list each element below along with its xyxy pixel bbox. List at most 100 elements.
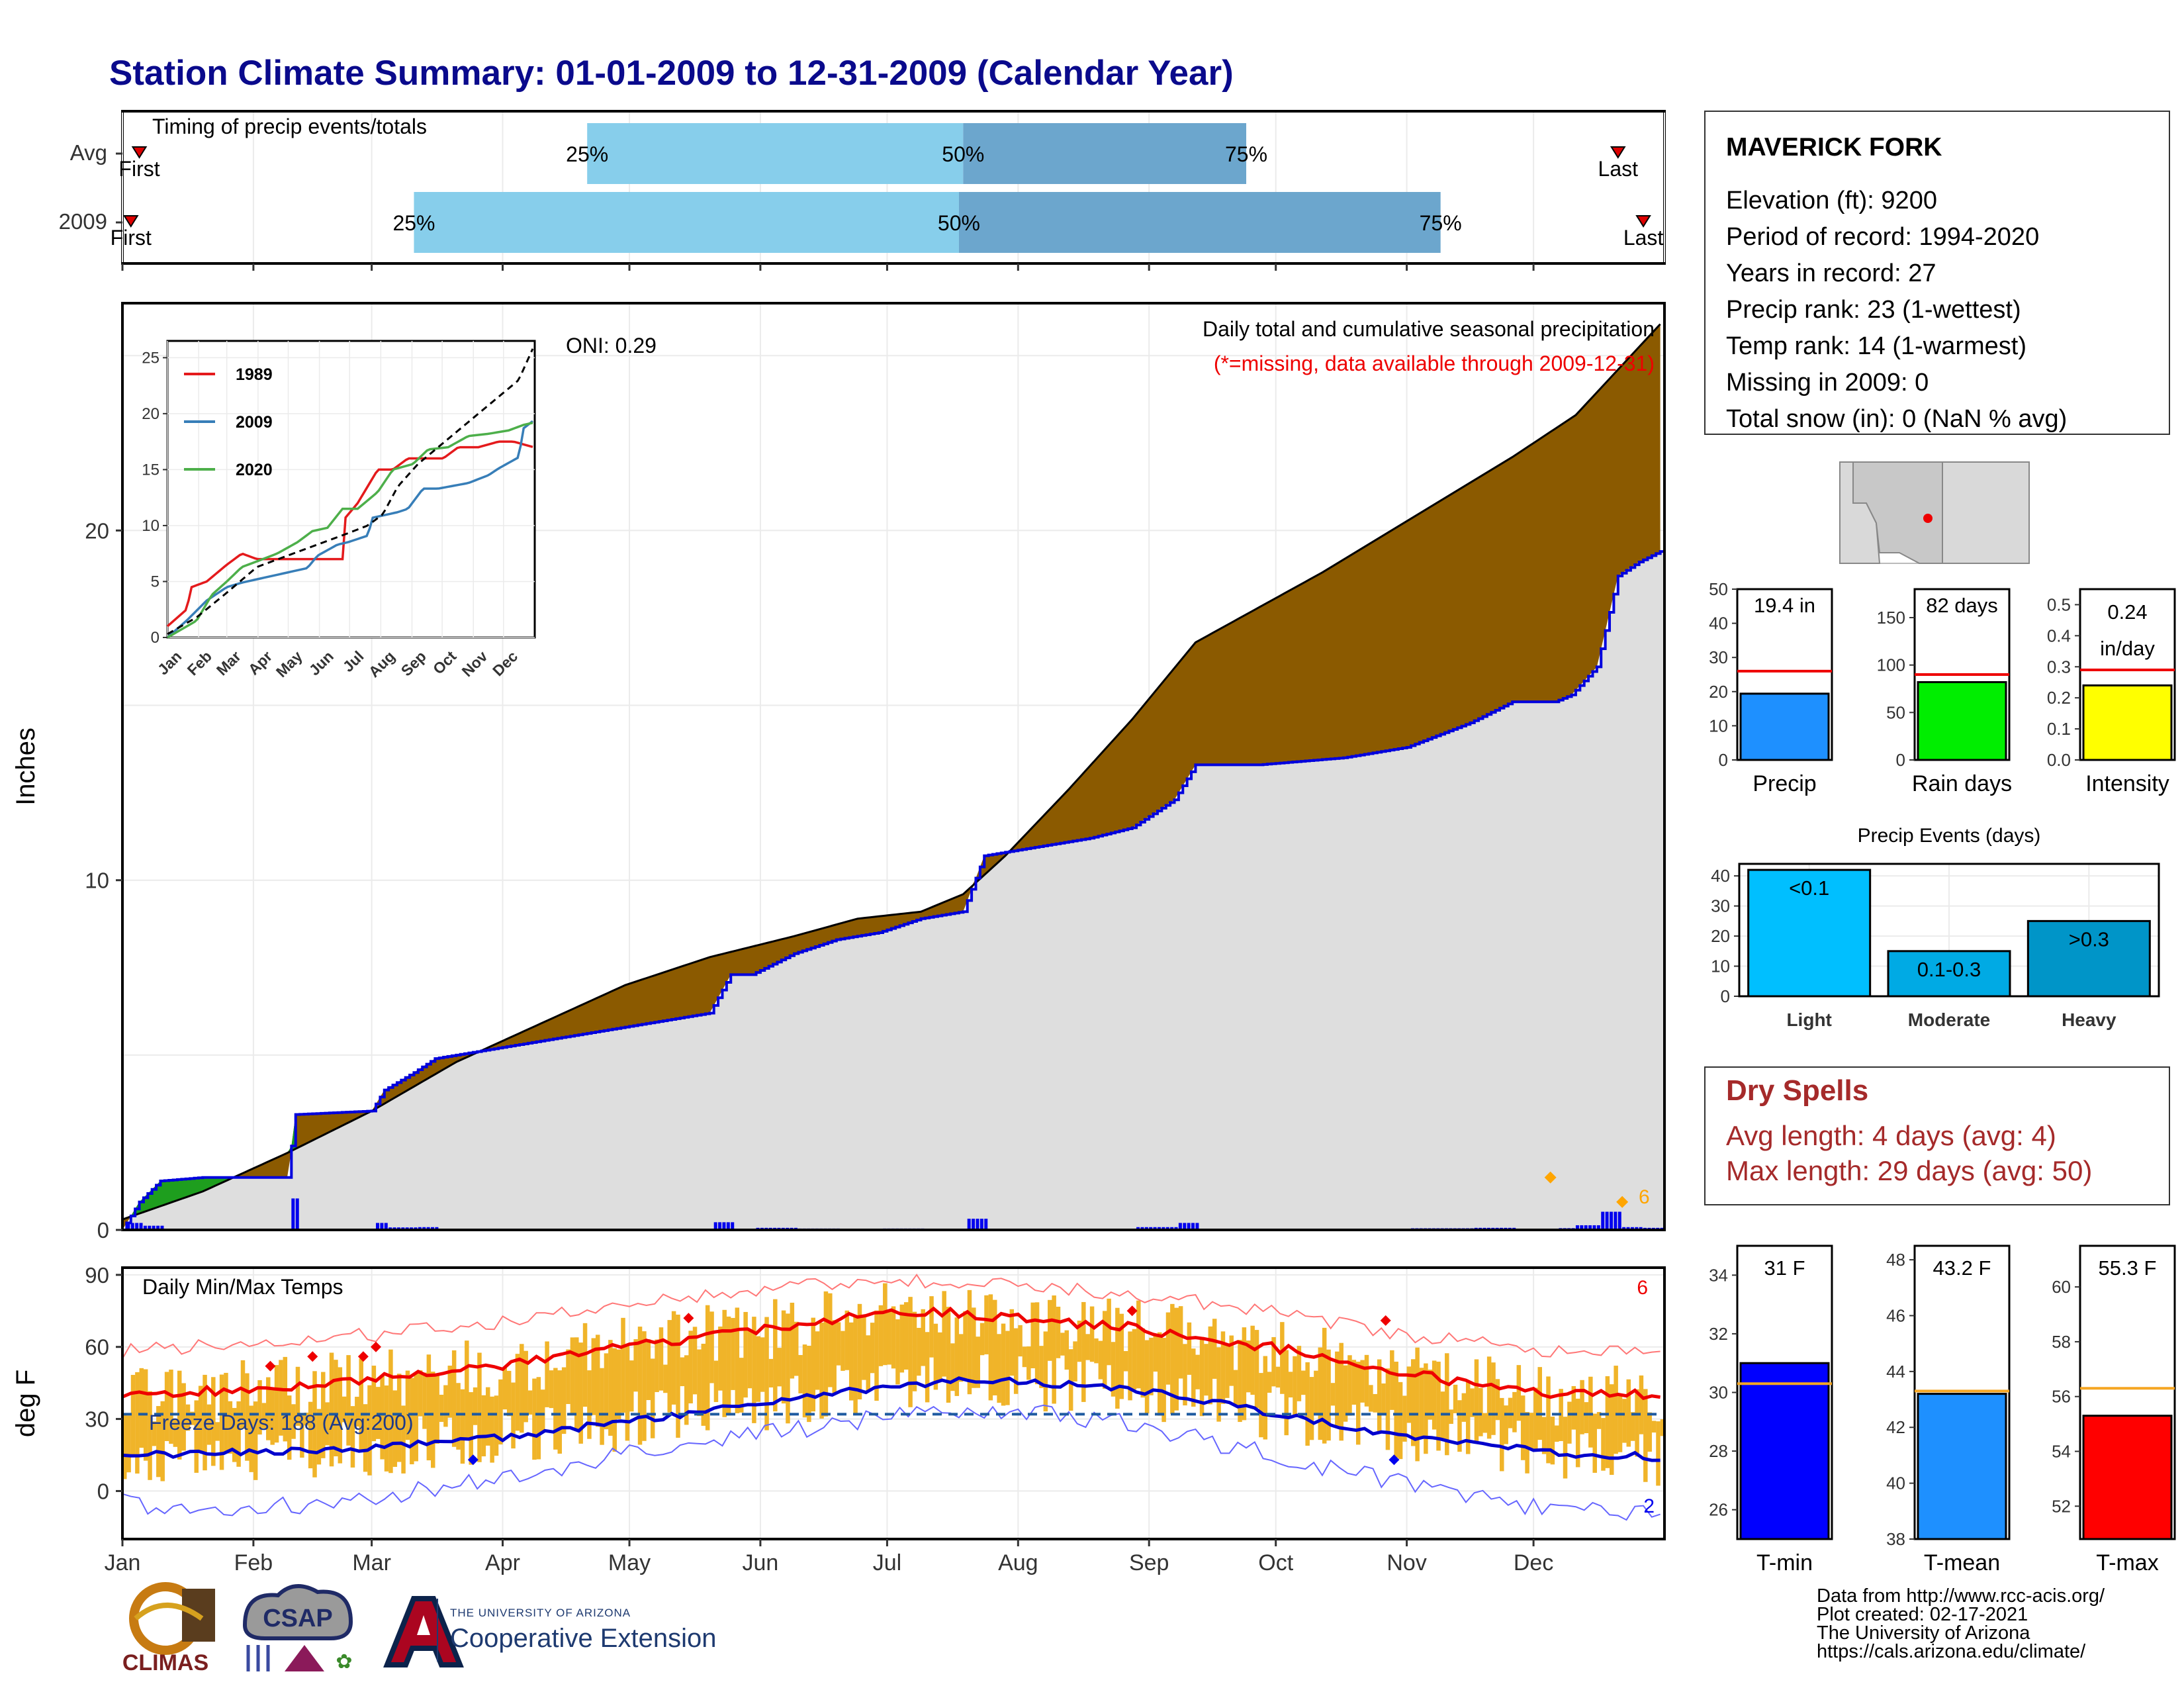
- daily-precip-bar: [426, 1227, 430, 1230]
- daily-temp-bar: [177, 1370, 182, 1460]
- daily-temp-bar: [1288, 1372, 1293, 1398]
- daily-temp-bar: [870, 1323, 875, 1374]
- daily-temp-bar: [1026, 1346, 1031, 1380]
- university-of-arizona-logo: [383, 1596, 464, 1667]
- daily-temp-bar: [933, 1323, 938, 1390]
- daily-temp-bar: [1199, 1336, 1205, 1417]
- daily-temp-bar: [938, 1332, 942, 1382]
- daily-temp-bar: [1457, 1400, 1462, 1452]
- daily-temp-bar: [1305, 1362, 1310, 1446]
- daily-temp-bar: [1656, 1421, 1661, 1486]
- daily-temp-bar: [1115, 1307, 1120, 1409]
- daily-temp-bar: [1064, 1330, 1069, 1370]
- events-category-label: Moderate: [1908, 1009, 1990, 1030]
- daily-precip-bar: [148, 1225, 152, 1230]
- daily-temp-bar: [557, 1370, 563, 1454]
- daily-precip-bar: [1580, 1225, 1584, 1230]
- daily-temp-bar: [1242, 1327, 1247, 1421]
- timing-pct-label: 75%: [1420, 211, 1462, 235]
- mini-precip-charts: 0 10 20 30 40 50 19.4 in Precip 0 50 100 150 82 days…: [1709, 579, 2176, 796]
- above-average-band: [122, 1114, 296, 1220]
- daily-temp-bar: [1432, 1360, 1437, 1430]
- daily-temp-bar: [667, 1320, 672, 1413]
- record-max-line: [122, 1273, 1661, 1360]
- daily-temp-bar: [401, 1405, 406, 1474]
- daily-precip-bar: [1617, 1211, 1621, 1230]
- daily-temp-bar: [426, 1354, 432, 1461]
- daily-temp-bar: [1567, 1401, 1572, 1444]
- daily-temp-bar: [1470, 1388, 1475, 1417]
- events-ytick-label: 30: [1711, 896, 1730, 916]
- mini-precip-ytick-label: 0.2: [2047, 688, 2071, 708]
- daily-temp-bar: [1410, 1359, 1416, 1446]
- daily-temp-bar: [608, 1340, 613, 1436]
- daily-temp-bar: [1301, 1370, 1306, 1395]
- logo-strip: CLIMAS CSAP ✿ THE UNIVERSITY OF ARIZONA …: [109, 1579, 738, 1678]
- daily-temp-bar: [465, 1340, 469, 1440]
- daily-temp-bar: [1043, 1331, 1048, 1412]
- daily-temp-bar: [1555, 1425, 1559, 1442]
- daily-temp-bar: [460, 1389, 465, 1464]
- daily-temp-bar: [895, 1319, 900, 1385]
- month-label: Jan: [105, 1550, 141, 1575]
- daily-temp-bar: [422, 1372, 427, 1429]
- daily-temp-bar: [156, 1406, 161, 1477]
- mini-temp-ytick-label: 46: [1886, 1305, 1905, 1325]
- precip-ylabel: Inches: [11, 727, 40, 806]
- daily-temp-bar: [439, 1394, 444, 1422]
- credit-university: The University of Arizona: [1817, 1622, 2030, 1644]
- daily-temp-bar: [1191, 1348, 1196, 1407]
- daily-temp-bar: [680, 1357, 685, 1387]
- daily-temp-bar: [595, 1335, 600, 1427]
- mini-temp-bar: [2082, 1415, 2173, 1540]
- events-ytick-label: 40: [1711, 866, 1730, 886]
- daily-temp-bar: [443, 1385, 448, 1427]
- daily-temp-bar: [993, 1299, 997, 1395]
- daily-temp-bar: [1208, 1326, 1213, 1405]
- mini-precip-ytick-label: 100: [1877, 655, 1905, 675]
- daily-temp-bar: [891, 1306, 896, 1369]
- daily-temp-bar: [1474, 1359, 1479, 1443]
- daily-temp-bar: [997, 1334, 1001, 1403]
- daily-temp-bar: [203, 1374, 207, 1471]
- daily-precip-bar: [1575, 1225, 1579, 1230]
- daily-temp-bar: [815, 1331, 820, 1390]
- daily-temp-bar: [629, 1360, 634, 1412]
- daily-temp-bar: [1056, 1306, 1061, 1358]
- daily-temp-bar: [1107, 1298, 1111, 1366]
- inset-legend-label: 1989: [236, 365, 273, 384]
- daily-temp-bar: [1165, 1312, 1171, 1385]
- mini-precip-bar: [1917, 680, 2007, 761]
- events-bar-label: <0.1: [1789, 876, 1829, 900]
- daily-precip-bar: [1161, 1227, 1165, 1230]
- daily-precip-bar: [160, 1225, 164, 1230]
- record-high-marker: [1380, 1315, 1391, 1326]
- daily-temp-bar: [963, 1311, 968, 1381]
- daily-temp-bar: [1537, 1367, 1542, 1440]
- daily-temp-bar: [984, 1295, 989, 1354]
- daily-precip-bar: [431, 1227, 434, 1230]
- daily-temp-bar: [1364, 1354, 1369, 1407]
- daily-temp-bar: [228, 1401, 233, 1454]
- daily-temp-bar: [1605, 1376, 1610, 1468]
- daily-temp-bar: [130, 1375, 136, 1458]
- daily-temp-bar: [308, 1401, 313, 1469]
- daily-temp-bar: [1048, 1299, 1052, 1361]
- daily-temp-bar: [844, 1310, 850, 1370]
- temp-ytick-label: 60: [85, 1335, 109, 1360]
- daily-temp-bar: [988, 1294, 993, 1401]
- mini-precip-ytick-label: 50: [1709, 579, 1728, 599]
- daily-temp-bar: [726, 1316, 731, 1416]
- daily-temp-bar: [355, 1397, 359, 1427]
- daily-temp-bar: [1204, 1344, 1208, 1396]
- mini-temp-ytick-label: 28: [1709, 1441, 1728, 1461]
- daily-precip-bar: [1170, 1227, 1174, 1230]
- daily-temp-bar: [1571, 1385, 1576, 1430]
- credit-plot-created: Plot created: 02-17-2021: [1817, 1604, 2028, 1625]
- daily-precip-bar: [1601, 1211, 1605, 1230]
- daily-precip-bar: [979, 1219, 983, 1230]
- credits: Data from http://www.rcc-acis.org/ Plot …: [1817, 1585, 2105, 1662]
- daily-precip-bar: [435, 1227, 439, 1230]
- mini-temp-ytick-label: 42: [1886, 1417, 1905, 1437]
